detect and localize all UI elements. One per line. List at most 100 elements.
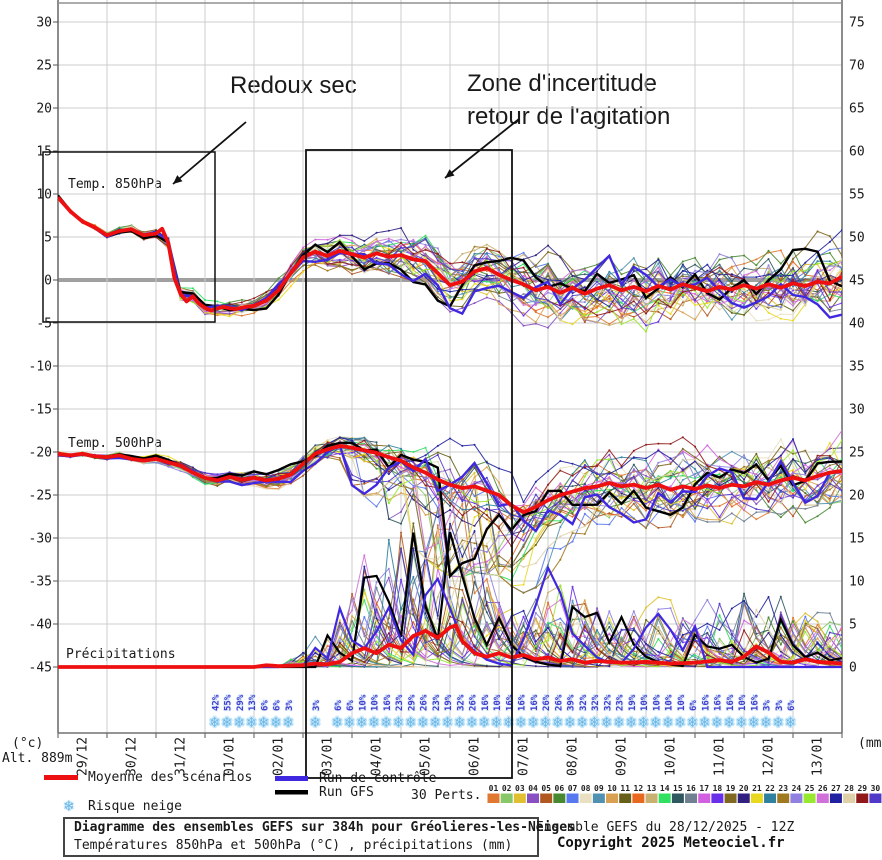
- svg-text:❄: ❄: [210, 713, 219, 731]
- svg-text:❄: ❄: [382, 713, 391, 731]
- svg-text:❄: ❄: [419, 713, 428, 731]
- svg-text:-40: -40: [29, 618, 52, 633]
- svg-text:❄: ❄: [431, 713, 440, 731]
- svg-text:❄: ❄: [406, 713, 415, 731]
- svg-text:09: 09: [594, 784, 604, 793]
- svg-text:10%: 10%: [677, 694, 687, 711]
- footer-title: Diagramme des ensembles GEFS sur 384h po…: [74, 820, 575, 835]
- svg-text:16%: 16%: [726, 694, 736, 711]
- footer-subtitle: Températures 850hPa et 500hPa (°C) , pré…: [74, 838, 513, 853]
- svg-text:08: 08: [581, 784, 591, 793]
- svg-text:26%: 26%: [554, 694, 564, 711]
- svg-text:08/01: 08/01: [566, 737, 581, 776]
- svg-text:6%: 6%: [346, 700, 356, 711]
- svg-text:32%: 32%: [456, 694, 466, 711]
- annotation-zone-line1: Zone d'incertitude: [467, 70, 658, 97]
- svg-text:11: 11: [620, 784, 630, 793]
- svg-text:23%: 23%: [395, 694, 405, 711]
- svg-text:26%: 26%: [420, 694, 430, 711]
- svg-text:01: 01: [489, 784, 499, 793]
- svg-text:❄: ❄: [284, 713, 293, 731]
- svg-text:❄: ❄: [345, 713, 354, 731]
- svg-text:10%: 10%: [640, 694, 650, 711]
- svg-text:02: 02: [502, 784, 512, 793]
- annotation-redoux-sec: Redoux sec: [230, 72, 357, 99]
- svg-text:10%: 10%: [665, 694, 675, 711]
- svg-text:03: 03: [515, 784, 525, 793]
- svg-text:26: 26: [818, 784, 828, 793]
- svg-text:❄: ❄: [480, 713, 489, 731]
- svg-text:❄: ❄: [786, 713, 795, 731]
- svg-text:22: 22: [765, 784, 775, 793]
- legend-perts-label: 30 Perts.: [411, 788, 482, 803]
- svg-text:❄: ❄: [615, 713, 624, 731]
- svg-text:6%: 6%: [689, 700, 699, 711]
- svg-text:45: 45: [849, 274, 865, 289]
- svg-text:28: 28: [844, 784, 854, 793]
- svg-text:15: 15: [849, 532, 865, 547]
- svg-text:20: 20: [739, 784, 749, 793]
- panel-label-precip: Précipitations: [66, 647, 176, 662]
- svg-text:6%: 6%: [273, 700, 283, 711]
- svg-text:❄: ❄: [235, 713, 244, 731]
- svg-text:13: 13: [647, 784, 657, 793]
- svg-text:15: 15: [673, 784, 683, 793]
- svg-text:❄: ❄: [676, 713, 685, 731]
- svg-text:25: 25: [36, 59, 52, 74]
- svg-text:-25: -25: [29, 489, 52, 504]
- svg-text:❄: ❄: [700, 713, 709, 731]
- svg-text:32%: 32%: [591, 694, 601, 711]
- svg-text:16%: 16%: [530, 694, 540, 711]
- svg-text:10%: 10%: [371, 694, 381, 711]
- svg-text:❄: ❄: [553, 713, 562, 731]
- svg-text:5: 5: [44, 231, 52, 246]
- svg-text:02/01: 02/01: [272, 737, 287, 776]
- svg-text:13%: 13%: [248, 694, 258, 711]
- svg-text:06/01: 06/01: [468, 737, 483, 776]
- svg-text:❄: ❄: [566, 713, 575, 731]
- svg-text:32%: 32%: [579, 694, 589, 711]
- svg-text:❄: ❄: [688, 713, 697, 731]
- svg-text:30: 30: [849, 403, 865, 418]
- svg-text:13/01: 13/01: [811, 737, 826, 776]
- svg-text:11/01: 11/01: [713, 737, 728, 776]
- svg-text:❄: ❄: [468, 713, 477, 731]
- svg-text:❄: ❄: [223, 713, 232, 731]
- svg-text:60: 60: [849, 145, 865, 160]
- svg-text:23%: 23%: [616, 694, 626, 711]
- svg-text:-10: -10: [29, 360, 52, 375]
- svg-text:-35: -35: [29, 575, 52, 590]
- svg-text:35: 35: [849, 360, 865, 375]
- svg-text:❄: ❄: [394, 713, 403, 731]
- svg-text:10%: 10%: [652, 694, 662, 711]
- svg-text:10%: 10%: [738, 694, 748, 711]
- svg-text:-20: -20: [29, 446, 52, 461]
- svg-text:❄: ❄: [664, 713, 673, 731]
- svg-text:❄: ❄: [590, 713, 599, 731]
- svg-text:24: 24: [792, 784, 802, 793]
- svg-text:20: 20: [36, 102, 52, 117]
- annotation-zone-line2: retour de l'agitation: [467, 103, 671, 130]
- svg-text:30: 30: [36, 16, 52, 31]
- footer-run-label: Ensemble GEFS du 28/12/2025 - 12Z: [536, 820, 795, 835]
- svg-text:16%: 16%: [481, 694, 491, 711]
- footer-copyright: Copyright 2025 Meteociel.fr: [557, 835, 785, 851]
- svg-text:65: 65: [849, 102, 865, 117]
- svg-text:25: 25: [849, 446, 865, 461]
- svg-text:12: 12: [634, 784, 644, 793]
- svg-text:❄: ❄: [627, 713, 636, 731]
- svg-text:16%: 16%: [750, 694, 760, 711]
- svg-text:29%: 29%: [407, 694, 417, 711]
- svg-text:❄: ❄: [651, 713, 660, 731]
- svg-text:10: 10: [849, 575, 865, 590]
- svg-text:42%: 42%: [211, 694, 221, 711]
- svg-text:55%: 55%: [224, 694, 234, 711]
- svg-text:-30: -30: [29, 532, 52, 547]
- svg-text:17: 17: [699, 784, 709, 793]
- svg-text:❄: ❄: [749, 713, 758, 731]
- svg-text:19%: 19%: [628, 694, 638, 711]
- svg-text:40: 40: [849, 317, 865, 332]
- svg-text:0: 0: [849, 661, 857, 676]
